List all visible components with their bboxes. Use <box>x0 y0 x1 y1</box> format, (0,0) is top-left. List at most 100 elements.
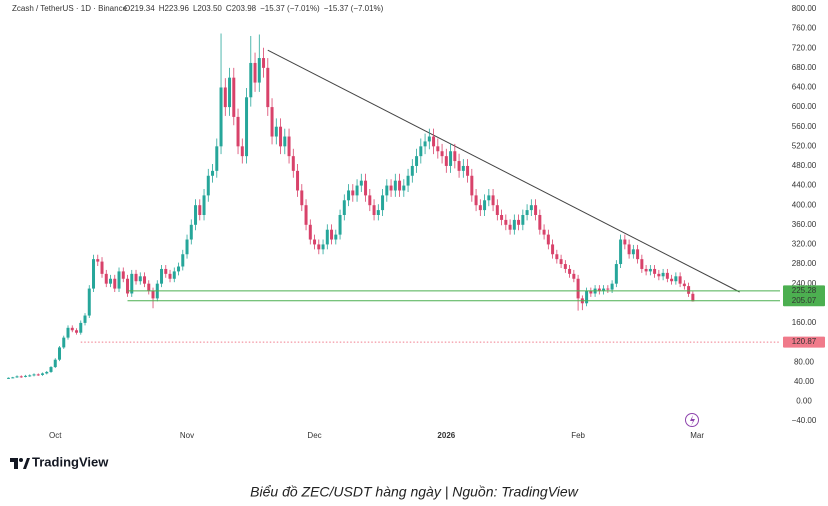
candle-body <box>24 375 28 377</box>
candle-body <box>177 266 181 272</box>
candle-body <box>66 327 70 338</box>
candle-body <box>134 273 138 282</box>
candle-body <box>36 374 40 376</box>
candle-body <box>355 185 359 196</box>
candle-body <box>538 215 542 230</box>
y-tick-label: 520.00 <box>792 141 817 150</box>
candle-body <box>597 288 601 292</box>
header-symbol: Zcash / TetherUS · 1D · Binance <box>12 4 128 13</box>
price-level-label: 120.87 <box>792 337 817 346</box>
candle-body <box>525 210 529 215</box>
candle-body <box>262 58 266 68</box>
candle-body <box>614 264 618 284</box>
candle-body <box>189 224 193 240</box>
candle-body <box>232 77 236 117</box>
candle-body <box>627 244 631 255</box>
candle-body <box>347 190 351 201</box>
candle-body <box>449 151 453 166</box>
caption: Biểu đồ ZEC/USDT hàng ngày | Nguồn: Trad… <box>250 484 579 500</box>
x-tick-label: 2026 <box>437 431 455 440</box>
candle-body <box>364 180 368 196</box>
y-tick-label: 800.00 <box>792 4 817 13</box>
candle-body <box>321 244 325 250</box>
candle-body <box>113 278 117 289</box>
candle-body <box>381 195 385 211</box>
candle-body <box>58 347 62 360</box>
candle-body <box>457 161 461 171</box>
header-change: −15.37 (−7.01%) <box>260 4 320 13</box>
candle-body <box>602 288 606 292</box>
y-tick-label: 80.00 <box>794 357 815 366</box>
candle-body <box>109 278 113 284</box>
y-tick-label: 480.00 <box>792 161 817 170</box>
candle-body <box>351 190 355 196</box>
candle-body <box>398 180 402 191</box>
candle-body <box>79 322 83 333</box>
header-ohlc: C203.98 <box>226 4 257 13</box>
candle-body <box>143 276 147 284</box>
header-change: −15.37 (−7.01%) <box>324 4 384 13</box>
candle-body <box>198 205 202 215</box>
x-tick-label: Dec <box>307 431 321 440</box>
candle-body <box>228 77 232 108</box>
candle-body <box>330 229 334 240</box>
candle-body <box>491 195 495 206</box>
candle-body <box>419 146 423 157</box>
candle-body <box>138 276 142 282</box>
candle-body <box>500 215 504 220</box>
candle-body <box>415 156 419 166</box>
candle-body <box>236 116 240 147</box>
alert-icon-bolt <box>690 415 695 426</box>
y-tick-label: 320.00 <box>792 240 817 249</box>
candle-body <box>338 215 342 235</box>
candle-body <box>606 288 610 290</box>
candle-body <box>423 141 427 147</box>
candle-body <box>636 249 640 260</box>
logo-dot <box>19 458 23 462</box>
candle-body <box>168 273 172 279</box>
candle-body <box>194 205 198 225</box>
header-ohlc: L203.50 <box>193 4 222 13</box>
y-tick-label: 0.00 <box>796 396 812 405</box>
candle-body <box>483 200 487 211</box>
candle-body <box>432 136 436 147</box>
candle-body <box>126 278 130 294</box>
candle-body <box>487 195 491 201</box>
candle-body <box>223 87 227 108</box>
candle-body <box>670 278 674 282</box>
candle-body <box>62 337 66 348</box>
price-level-label: 205.07 <box>792 296 817 305</box>
candle-body <box>28 375 32 377</box>
candle-body <box>665 272 669 279</box>
candle-body <box>83 315 87 323</box>
candle-body <box>640 259 644 269</box>
candle-body <box>517 219 521 225</box>
candle-body <box>121 271 125 279</box>
candle-body <box>291 156 295 171</box>
candle-body <box>32 374 36 376</box>
y-tick-label: 160.00 <box>792 318 817 327</box>
alert-icon <box>685 413 699 427</box>
candle-body <box>160 268 164 284</box>
candle-body <box>623 239 627 245</box>
candle-body <box>402 185 406 191</box>
candle-body <box>270 107 274 137</box>
candle-body <box>181 254 185 267</box>
candle-body <box>96 259 100 262</box>
candle-body <box>206 175 210 196</box>
candle-body <box>508 224 512 230</box>
candle-body <box>253 62 257 83</box>
candle-body <box>279 126 283 147</box>
y-tick-label: 240.00 <box>792 279 817 288</box>
candle-body <box>11 377 15 379</box>
candle-body <box>219 87 223 147</box>
brand-logo <box>10 458 30 469</box>
x-tick-label: Oct <box>49 431 62 440</box>
candle-body <box>15 376 19 378</box>
candle-body <box>521 215 525 225</box>
candle-body <box>104 273 108 284</box>
candle-body <box>529 205 533 211</box>
candle-body <box>325 229 329 245</box>
